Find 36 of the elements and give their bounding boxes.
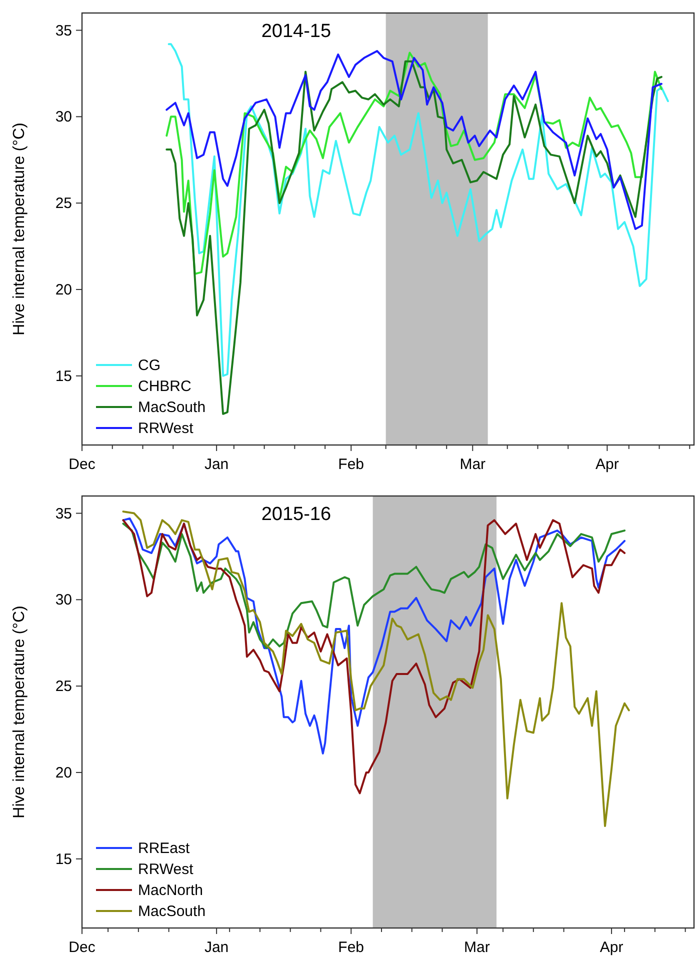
legend-label: MacNorth: [138, 882, 204, 899]
line-series: [122, 522, 626, 650]
x-tick-label: Apr: [600, 939, 624, 956]
y-tick-label: 15: [55, 850, 72, 868]
line-series: [166, 50, 662, 230]
x-tick-label: Apr: [596, 456, 619, 473]
y-tick-label: 20: [55, 281, 72, 298]
y-axis-title: Hive internal temperature (°C): [11, 606, 28, 818]
line-series: [168, 43, 669, 377]
legend-label: CHBRC: [138, 378, 192, 395]
legend-label: RRWest: [138, 861, 194, 878]
y-tick-label: 20: [55, 764, 72, 782]
legend-label: CG: [138, 357, 160, 374]
x-tick-label: Jan: [204, 939, 229, 956]
y-tick-label: 25: [55, 195, 72, 212]
x-tick-label: Jan: [204, 456, 229, 473]
y-tick-label: 30: [55, 592, 72, 609]
chart-title: 2014-15: [261, 21, 332, 42]
x-tick-label: Feb: [338, 456, 364, 473]
y-tick-label: 35: [55, 505, 72, 522]
legend-label: RRWest: [138, 420, 194, 437]
x-tick-label: Mar: [460, 456, 486, 473]
y-tick-label: 15: [55, 368, 72, 385]
line-series: [166, 52, 662, 275]
y-axis-title: Hive internal temperature (°C): [11, 122, 28, 336]
legend-label: MacSouth: [138, 903, 206, 920]
y-tick-label: 30: [55, 108, 72, 126]
legend-label: RREast: [138, 840, 191, 857]
chart-title: 2015-16: [261, 504, 332, 525]
x-tick-label: Feb: [338, 939, 364, 956]
y-tick-label: 25: [55, 678, 72, 696]
y-tick-label: 35: [55, 22, 72, 40]
x-tick-label: Mar: [464, 939, 490, 956]
x-tick-label: Dec: [68, 939, 96, 956]
x-tick-label: Dec: [68, 456, 96, 473]
legend-label: MacSouth: [138, 399, 206, 416]
